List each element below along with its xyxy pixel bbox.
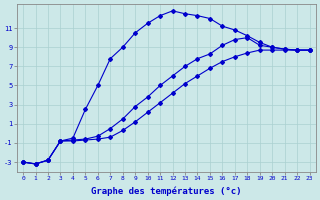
X-axis label: Graphe des températures (°c): Graphe des températures (°c) — [91, 186, 242, 196]
